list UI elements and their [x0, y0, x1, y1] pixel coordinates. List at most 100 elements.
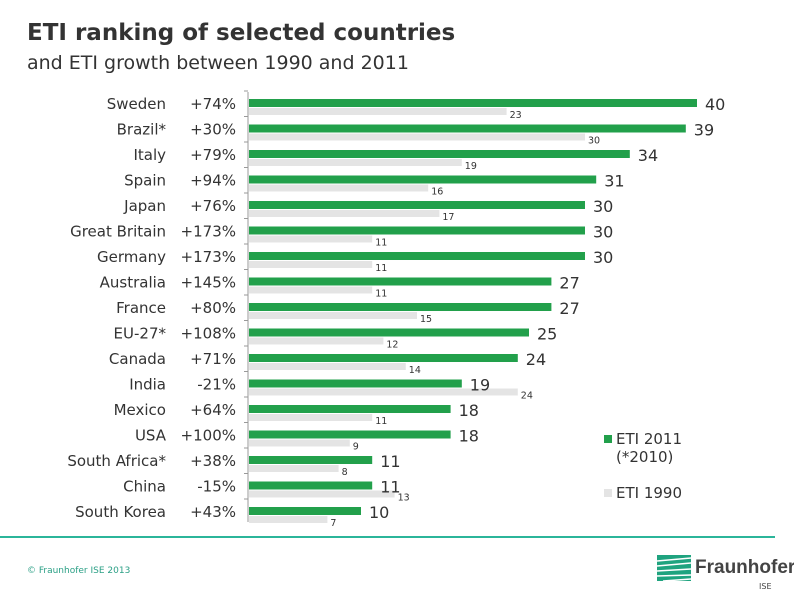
legend-eti-1990: ETI 1990 — [604, 484, 682, 502]
value-label-1990: 12 — [386, 340, 398, 351]
bar-chart: Sweden +74% 40 23 Brazil* +30% 39 30 Italy +79% 34… — [67, 90, 725, 529]
value-label-1990: 15 — [420, 314, 432, 325]
legend-eti-2011: ETI 2011 (*2010) — [604, 430, 682, 466]
growth-label: -21% — [197, 376, 236, 394]
legend-swatch-green — [604, 435, 612, 443]
value-label-2011: 30 — [593, 197, 613, 216]
growth-label: -15% — [197, 478, 236, 496]
bar-eti-1990 — [249, 439, 350, 447]
value-label-2011: 30 — [593, 248, 613, 267]
bar-eti-2011 — [249, 99, 697, 107]
legend-label-1990: ETI 1990 — [616, 484, 683, 502]
bar-eti-2011 — [249, 124, 686, 133]
value-label-1990: 11 — [375, 416, 387, 427]
bar-eti-1990 — [249, 159, 462, 166]
bar-eti-2011 — [249, 226, 585, 235]
growth-label: +100% — [181, 427, 236, 445]
category-label: Mexico — [114, 401, 166, 419]
value-label-2011: 40 — [705, 95, 725, 114]
value-label-1990: 11 — [375, 238, 387, 249]
value-label-1990: 7 — [330, 518, 336, 529]
value-label-1990: 14 — [409, 365, 421, 376]
category-label: Australia — [100, 274, 166, 292]
bar-eti-1990 — [249, 312, 417, 319]
footer-divider — [0, 536, 775, 538]
category-label: USA — [135, 427, 167, 445]
growth-label: +43% — [190, 503, 236, 521]
category-label: Spain — [124, 172, 166, 190]
bar-eti-1990 — [249, 235, 373, 243]
category-label: China — [123, 478, 166, 496]
value-label-2011: 34 — [638, 146, 658, 165]
bar-eti-2011 — [249, 175, 597, 184]
bar-eti-2011 — [249, 150, 630, 158]
category-label: Brazil* — [117, 121, 167, 139]
value-label-2011: 18 — [459, 427, 479, 446]
bar-eti-1990 — [249, 210, 440, 217]
logo-text: Fraunhofer — [695, 557, 794, 578]
value-label-2011: 11 — [380, 478, 400, 497]
bar-eti-2011 — [249, 379, 462, 388]
category-label: Italy — [133, 146, 166, 164]
value-label-2011: 19 — [470, 376, 490, 395]
growth-label: +79% — [190, 146, 236, 164]
bar-eti-1990 — [249, 108, 507, 115]
value-label-1990: 11 — [375, 263, 387, 274]
value-label-1990: 30 — [588, 136, 600, 147]
category-label: Japan — [123, 197, 166, 215]
bar-eti-2011 — [249, 303, 552, 311]
bar-eti-2011 — [249, 481, 373, 490]
category-label: Canada — [109, 350, 166, 368]
value-label-1990: 16 — [431, 187, 443, 198]
growth-label: +145% — [181, 274, 236, 292]
value-label-2011: 30 — [593, 223, 613, 242]
bar-eti-1990 — [249, 133, 585, 141]
value-label-1990: 9 — [353, 442, 359, 453]
copyright: © Fraunhofer ISE 2013 — [27, 566, 131, 576]
bar-eti-1990 — [249, 388, 518, 396]
value-label-1990: 19 — [465, 161, 477, 172]
category-label: Sweden — [107, 95, 166, 113]
growth-label: +38% — [190, 452, 236, 470]
growth-label: +173% — [181, 248, 236, 266]
value-label-1990: 24 — [521, 391, 533, 402]
logo-subtext: ISE — [759, 582, 772, 591]
category-label: Great Britain — [70, 223, 166, 241]
value-label-2011: 11 — [380, 452, 400, 471]
fraunhofer-logo: Fraunhofer — [657, 555, 794, 581]
value-label-2011: 31 — [604, 172, 624, 191]
value-label-2011: 24 — [526, 350, 546, 369]
bar-eti-2011 — [249, 277, 552, 286]
bar-eti-2011 — [249, 456, 373, 464]
growth-label: +173% — [181, 223, 236, 241]
legend-label-2011: ETI 2011 — [616, 430, 683, 448]
growth-label: +80% — [190, 299, 236, 317]
value-label-2011: 18 — [459, 401, 479, 420]
legend-note-2010: (*2010) — [616, 448, 674, 466]
category-label: France — [116, 299, 166, 317]
value-label-1990: 13 — [398, 493, 410, 504]
chart-subtitle: and ETI growth between 1990 and 2011 — [27, 52, 409, 74]
category-label: Germany — [97, 248, 166, 266]
bar-eti-1990 — [249, 286, 373, 294]
bar-eti-2011 — [249, 405, 451, 413]
bar-eti-1990 — [249, 261, 373, 268]
growth-label: +94% — [190, 172, 236, 190]
growth-label: +74% — [190, 95, 236, 113]
bar-eti-2011 — [249, 201, 585, 209]
bar-eti-1990 — [249, 516, 328, 523]
bar-eti-1990 — [249, 363, 406, 370]
bar-eti-1990 — [249, 465, 339, 472]
value-label-2011: 10 — [369, 503, 389, 522]
bar-eti-2011 — [249, 354, 518, 362]
bar-eti-2011 — [249, 507, 361, 515]
bar-eti-2011 — [249, 252, 585, 260]
bar-eti-2011 — [249, 430, 451, 439]
bar-eti-2011 — [249, 328, 529, 337]
value-label-1990: 17 — [442, 212, 454, 223]
category-label: India — [129, 376, 166, 394]
value-label-2011: 39 — [694, 121, 714, 140]
chart-title: ETI ranking of selected countries — [27, 20, 456, 46]
fraunhofer-logo-icon — [657, 555, 691, 581]
value-label-2011: 27 — [559, 299, 579, 318]
